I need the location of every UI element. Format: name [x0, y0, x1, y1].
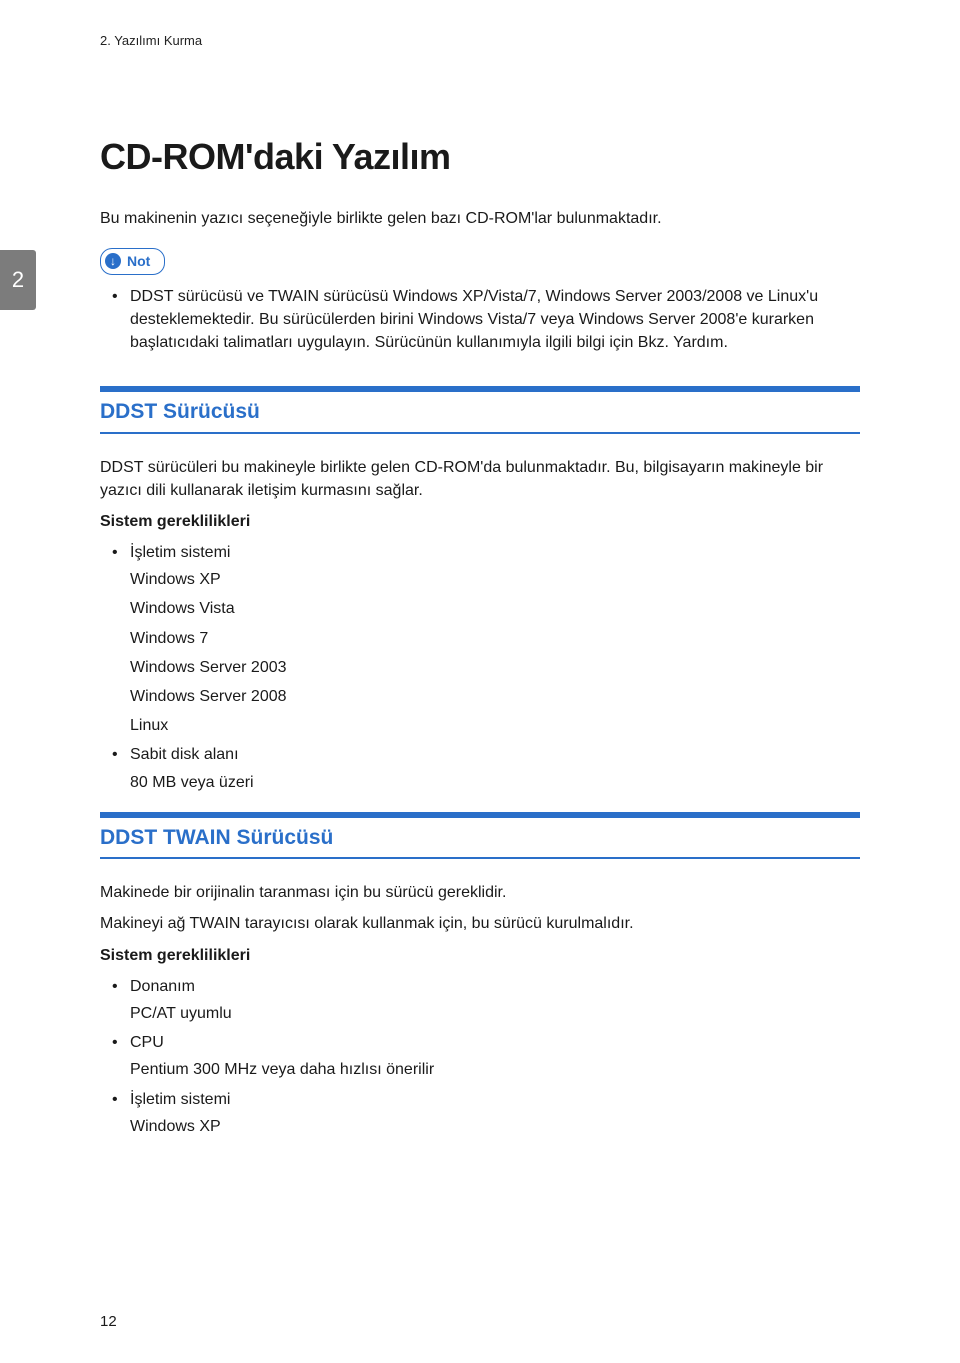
sub-item: Windows XP — [130, 568, 860, 591]
section2-paragraph-1: Makinede bir orijinalin taranması için b… — [100, 881, 860, 904]
section-rule-thick — [100, 386, 860, 392]
sub-item: Windows Server 2003 — [130, 656, 860, 679]
req-label: Donanım — [130, 978, 195, 995]
req-label: İşletim sistemi — [130, 1091, 230, 1108]
section1-reqs-heading: Sistem gereklilikleri — [100, 510, 860, 533]
section-ddst-twain-driver: DDST TWAIN Sürücüsü — [100, 812, 860, 859]
list-item: CPU Pentium 300 MHz veya daha hızlısı ön… — [130, 1031, 860, 1081]
section-rule-thin — [100, 432, 860, 434]
list-item: Sabit disk alanı 80 MB veya üzeri — [130, 743, 860, 793]
note-label: Not — [127, 251, 150, 271]
section-title: DDST TWAIN Sürücüsü — [100, 821, 860, 857]
section-rule-thick — [100, 812, 860, 818]
sub-item: 80 MB veya üzeri — [130, 771, 860, 794]
intro-paragraph: Bu makinenin yazıcı seçeneğiyle birlikte… — [100, 207, 860, 230]
page-title: CD-ROM'daki Yazılım — [100, 131, 860, 183]
page-number: 12 — [100, 1311, 117, 1333]
section-ddst-driver: DDST Sürücüsü — [100, 386, 860, 433]
section2-reqs-heading: Sistem gereklilikleri — [100, 944, 860, 967]
section1-reqs-list: İşletim sistemi Windows XP Windows Vista… — [100, 541, 860, 794]
note-list: DDST sürücüsü ve TWAIN sürücüsü Windows … — [100, 285, 860, 355]
page-content: 2. Yazılımı Kurma CD-ROM'daki Yazılım Bu… — [0, 0, 960, 1196]
sub-item: Pentium 300 MHz veya daha hızlısı öneril… — [130, 1058, 860, 1081]
sub-list: Windows XP — [130, 1115, 860, 1138]
sub-item: PC/AT uyumlu — [130, 1002, 860, 1025]
sub-list: PC/AT uyumlu — [130, 1002, 860, 1025]
note-item: DDST sürücüsü ve TWAIN sürücüsü Windows … — [130, 285, 860, 355]
section-rule-thin — [100, 857, 860, 859]
sub-item: Linux — [130, 714, 860, 737]
section-title: DDST Sürücüsü — [100, 395, 860, 431]
chapter-tab: 2 — [0, 250, 36, 310]
list-item: İşletim sistemi Windows XP Windows Vista… — [130, 541, 860, 737]
sub-list: Pentium 300 MHz veya daha hızlısı öneril… — [130, 1058, 860, 1081]
note-arrow-icon: ↓ — [105, 253, 121, 269]
sub-item: Windows Server 2008 — [130, 685, 860, 708]
req-label: İşletim sistemi — [130, 544, 230, 561]
sub-item: Windows Vista — [130, 597, 860, 620]
sub-item: Windows 7 — [130, 627, 860, 650]
section1-paragraph: DDST sürücüleri bu makineyle birlikte ge… — [100, 456, 860, 502]
sub-list: 80 MB veya üzeri — [130, 771, 860, 794]
note-badge: ↓ Not — [100, 248, 165, 274]
list-item: Donanım PC/AT uyumlu — [130, 975, 860, 1025]
list-item: İşletim sistemi Windows XP — [130, 1088, 860, 1138]
section2-reqs-list: Donanım PC/AT uyumlu CPU Pentium 300 MHz… — [100, 975, 860, 1138]
sub-list: Windows XP Windows Vista Windows 7 Windo… — [130, 568, 860, 737]
req-label: Sabit disk alanı — [130, 746, 239, 763]
sub-item: Windows XP — [130, 1115, 860, 1138]
section2-paragraph-2: Makineyi ağ TWAIN tarayıcısı olarak kull… — [100, 912, 860, 935]
running-header: 2. Yazılımı Kurma — [100, 32, 860, 51]
req-label: CPU — [130, 1034, 164, 1051]
